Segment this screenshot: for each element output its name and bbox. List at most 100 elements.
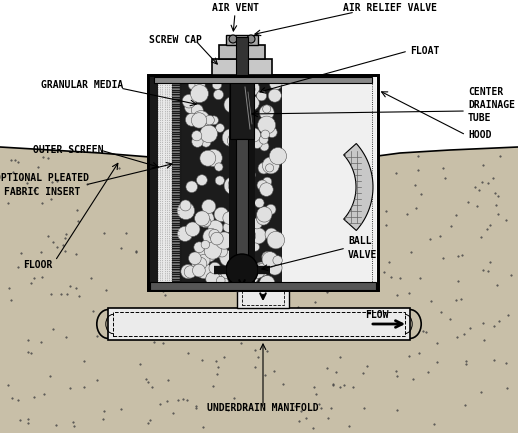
Circle shape (262, 252, 272, 262)
Circle shape (246, 128, 261, 142)
Circle shape (243, 169, 255, 181)
Circle shape (224, 177, 242, 194)
Circle shape (229, 262, 246, 278)
Circle shape (178, 226, 193, 242)
Circle shape (208, 220, 223, 235)
Circle shape (267, 127, 277, 138)
Circle shape (257, 180, 268, 191)
Circle shape (222, 129, 240, 146)
Text: FLOAT: FLOAT (410, 46, 439, 56)
Circle shape (198, 254, 210, 266)
Circle shape (191, 104, 203, 116)
Circle shape (205, 149, 222, 167)
Circle shape (266, 204, 276, 215)
Circle shape (242, 229, 256, 242)
Circle shape (223, 222, 233, 232)
Circle shape (185, 113, 198, 126)
Circle shape (189, 80, 198, 90)
Circle shape (217, 246, 227, 257)
Circle shape (194, 257, 207, 270)
Circle shape (238, 280, 248, 290)
Circle shape (212, 80, 222, 90)
Circle shape (218, 250, 228, 260)
Text: GRANULAR MEDIA: GRANULAR MEDIA (41, 80, 123, 90)
Circle shape (260, 135, 268, 144)
Circle shape (191, 85, 208, 103)
Circle shape (232, 252, 241, 261)
Circle shape (194, 242, 205, 253)
Circle shape (204, 117, 212, 126)
Bar (229, 75, 255, 288)
Circle shape (251, 243, 260, 251)
Circle shape (192, 136, 203, 147)
Circle shape (252, 138, 263, 149)
Circle shape (258, 132, 267, 142)
Circle shape (185, 222, 200, 236)
Bar (236, 37, 248, 75)
Bar (219, 45, 265, 59)
Circle shape (220, 251, 235, 266)
Circle shape (260, 183, 273, 197)
Circle shape (260, 142, 269, 151)
Text: CENTER
DRAINAGE
TUBE: CENTER DRAINAGE TUBE (468, 87, 515, 123)
Circle shape (257, 116, 276, 134)
Circle shape (260, 275, 275, 291)
Circle shape (250, 264, 265, 278)
Circle shape (273, 255, 282, 265)
Circle shape (228, 177, 245, 194)
Circle shape (262, 157, 279, 174)
Circle shape (209, 262, 221, 274)
Text: FLOOR: FLOOR (23, 260, 53, 270)
Circle shape (238, 181, 248, 191)
Circle shape (247, 35, 255, 43)
Circle shape (256, 211, 270, 225)
Circle shape (248, 272, 258, 283)
Circle shape (195, 80, 205, 90)
Circle shape (269, 148, 286, 165)
Circle shape (202, 217, 211, 226)
Circle shape (184, 102, 196, 113)
Circle shape (200, 125, 218, 142)
Circle shape (214, 207, 228, 222)
Circle shape (205, 115, 214, 125)
Circle shape (250, 228, 266, 244)
Text: AIR VENT: AIR VENT (211, 3, 258, 13)
Circle shape (206, 273, 217, 283)
Bar (113, 312, 405, 336)
Circle shape (229, 35, 237, 43)
Circle shape (243, 226, 255, 238)
Bar (108, 308, 410, 340)
Circle shape (265, 228, 278, 241)
Circle shape (251, 218, 262, 229)
Circle shape (266, 164, 274, 172)
Circle shape (184, 266, 196, 278)
Bar (236, 139, 248, 288)
Circle shape (209, 229, 220, 240)
Circle shape (267, 231, 284, 249)
Text: AIR RELIEF VALVE: AIR RELIEF VALVE (343, 3, 437, 13)
Circle shape (236, 90, 249, 103)
Bar (154, 77, 372, 83)
Circle shape (203, 229, 219, 245)
Bar (242, 291, 284, 305)
Circle shape (181, 265, 195, 279)
Circle shape (262, 252, 278, 268)
Bar (237, 288, 289, 308)
Circle shape (227, 132, 245, 149)
Circle shape (269, 78, 282, 90)
Circle shape (224, 97, 240, 113)
Bar (154, 81, 372, 284)
Circle shape (215, 176, 224, 185)
Circle shape (260, 105, 274, 120)
Circle shape (197, 210, 214, 227)
Circle shape (202, 138, 211, 147)
Circle shape (268, 261, 282, 275)
Circle shape (213, 90, 224, 100)
Circle shape (196, 174, 207, 185)
Circle shape (192, 131, 202, 141)
Bar (150, 77, 182, 288)
Circle shape (214, 163, 223, 171)
Bar (148, 75, 378, 290)
Circle shape (195, 249, 209, 263)
Circle shape (244, 81, 260, 96)
